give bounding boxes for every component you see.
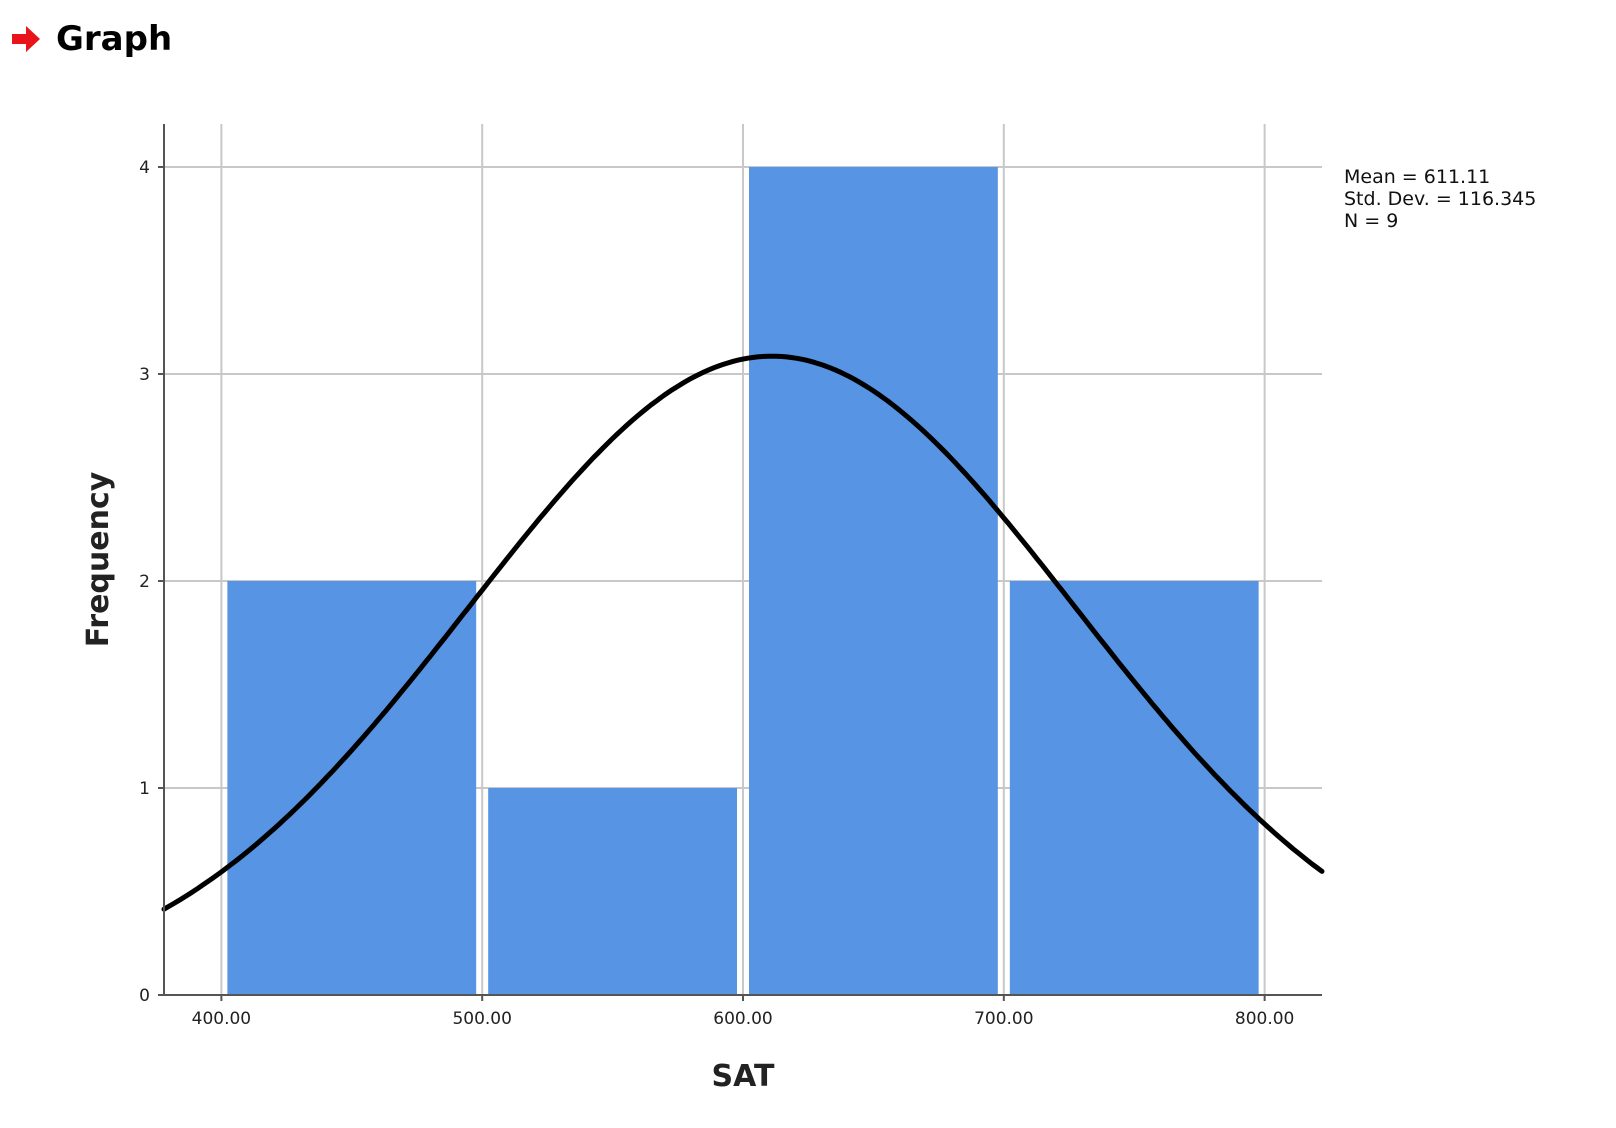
x-tick-label: 400.00 xyxy=(192,1009,251,1029)
x-tick-label: 600.00 xyxy=(713,1009,772,1029)
stats-mean: Mean = 611.11 xyxy=(1344,166,1490,188)
x-tick-label: 500.00 xyxy=(452,1009,511,1029)
normal-curve xyxy=(161,353,1325,912)
stats-box: Mean = 611.11 Std. Dev. = 116.345 N = 9 xyxy=(1344,166,1536,232)
x-axis-title: SAT xyxy=(712,1059,775,1094)
histogram-bar xyxy=(749,167,998,995)
y-tick-label: 4 xyxy=(139,158,150,178)
x-tick-label: 800.00 xyxy=(1235,1009,1294,1029)
bars-layer xyxy=(227,167,1259,995)
y-tick-label: 1 xyxy=(139,779,150,799)
histogram-bar xyxy=(1009,581,1259,995)
stats-std-dev: Std. Dev. = 116.345 xyxy=(1344,188,1536,210)
page-title: Graph xyxy=(56,19,173,59)
y-tick-label: 3 xyxy=(139,365,150,385)
histogram-bar xyxy=(488,788,737,995)
y-tick-label: 2 xyxy=(139,572,150,592)
y-axis-title: Frequency xyxy=(81,471,116,647)
page-header: Graph xyxy=(12,22,172,56)
x-tick-label: 700.00 xyxy=(974,1009,1033,1029)
stats-n: N = 9 xyxy=(1344,210,1398,232)
red-arrow-icon xyxy=(12,26,40,52)
ticks-layer: 0 1 2 3 4 400.00 500.00 600.00 700.00 800.00 xyxy=(139,158,1294,1029)
y-tick-label: 0 xyxy=(139,986,150,1006)
